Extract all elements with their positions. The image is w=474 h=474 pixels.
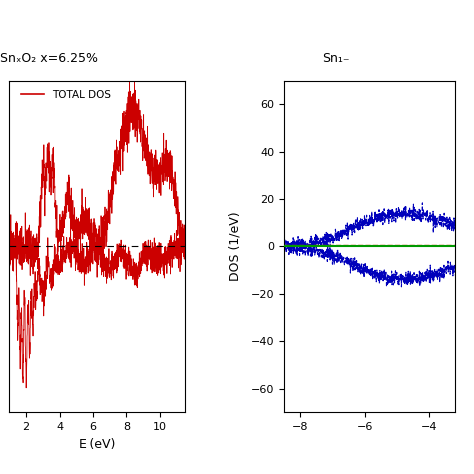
Legend: TOTAL DOS: TOTAL DOS xyxy=(17,86,115,104)
Text: Sn₁₋: Sn₁₋ xyxy=(322,52,350,64)
Text: DOS (1/eV): DOS (1/eV) xyxy=(228,212,241,281)
X-axis label: E (eV): E (eV) xyxy=(79,438,115,451)
Text: SnₓO₂ x=6.25%: SnₓO₂ x=6.25% xyxy=(0,52,98,64)
